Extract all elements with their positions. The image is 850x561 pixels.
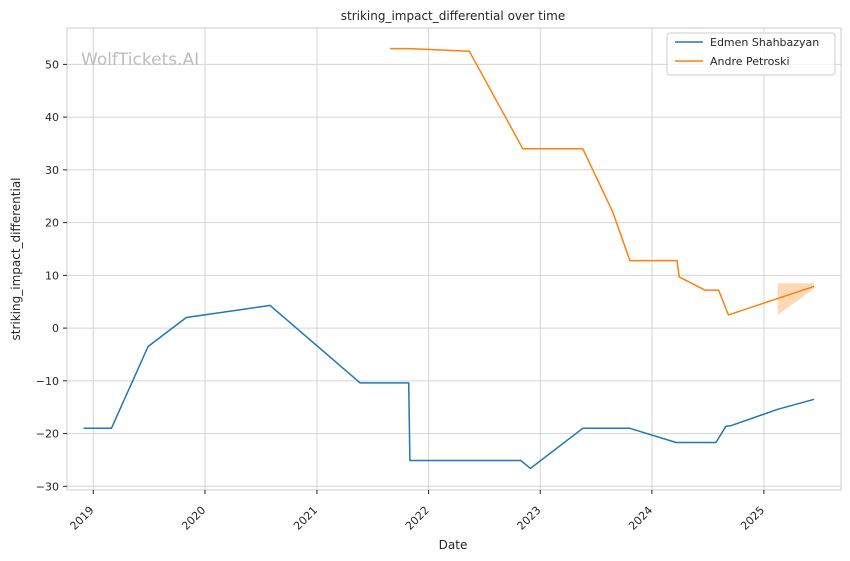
x-tick-label: 2019 — [68, 504, 97, 533]
y-tick-label: 20 — [45, 217, 59, 230]
x-tick-label: 2025 — [738, 504, 767, 533]
y-tick-label: 30 — [45, 164, 59, 177]
y-tick-label: 10 — [45, 269, 59, 282]
x-tick-labels: 2019 2020 2021 2022 2023 2024 2025 — [68, 490, 767, 533]
series-band-andre-petroski — [777, 283, 815, 315]
legend-box — [666, 32, 836, 76]
x-tick-label: 2022 — [403, 504, 432, 533]
y-tick-label: 40 — [45, 111, 59, 124]
watermark-text: WolfTickets.AI — [81, 50, 199, 70]
plot-frame — [66, 27, 842, 491]
line-layer — [83, 47, 815, 470]
legend-label-edmen-shahbazyan: Edmen Shahbazyan — [710, 36, 819, 49]
x-tick-label: 2024 — [626, 504, 655, 533]
y-tick-label: −30 — [36, 480, 59, 493]
grid-layer — [67, 28, 841, 490]
x-axis-label: Date — [439, 538, 468, 552]
y-axis-label: striking_impact_differential — [9, 177, 23, 340]
y-tick-label: 0 — [52, 322, 59, 335]
legend-entries: Edmen Shahbazyan Andre Petroski — [675, 36, 819, 68]
x-tick-label: 2021 — [291, 504, 320, 533]
y-tick-label: 50 — [45, 58, 59, 71]
chart-title: striking_impact_differential over time — [341, 9, 566, 23]
band-layer — [777, 283, 815, 315]
y-tick-labels: 50 40 30 20 10 0 −10 −20 −30 — [36, 58, 67, 493]
y-tick-label: −10 — [36, 375, 59, 388]
legend: Edmen Shahbazyan Andre Petroski — [666, 32, 836, 76]
legend-label-andre-petroski: Andre Petroski — [710, 55, 790, 68]
series-line-andre-petroski — [390, 47, 815, 316]
series-line-edmen-shahbazyan — [83, 304, 815, 470]
y-tick-label: −20 — [36, 428, 59, 441]
x-tick-label: 2020 — [179, 504, 208, 533]
x-tick-label: 2023 — [515, 504, 544, 533]
